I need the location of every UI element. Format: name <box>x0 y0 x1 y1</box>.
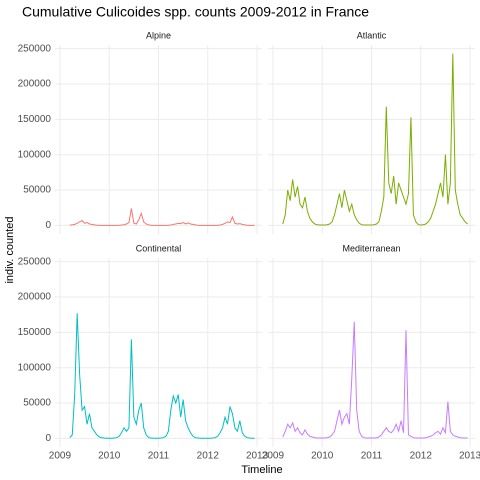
y-tick-label: 0 <box>45 433 51 444</box>
y-tick-label: 100000 <box>18 362 52 373</box>
series-line <box>69 313 255 439</box>
x-tick-label: 2013 <box>246 451 269 462</box>
y-tick-label: 150000 <box>18 114 52 125</box>
y-tick-label: 200000 <box>18 292 52 303</box>
y-tick-label: 250000 <box>18 43 52 54</box>
series-line <box>282 321 468 439</box>
x-tick-label: 2009 <box>262 451 285 462</box>
x-tick-label: 2009 <box>49 451 72 462</box>
x-tick-label: 2012 <box>410 451 433 462</box>
x-tick-label: 2011 <box>361 451 383 462</box>
y-tick-label: 50000 <box>23 398 51 409</box>
strip-label: Mediterranean <box>342 243 400 253</box>
series-line <box>69 208 255 226</box>
x-tick-label: 2010 <box>98 451 121 462</box>
y-tick-label: 150000 <box>18 327 52 338</box>
y-tick-label: 50000 <box>23 185 51 196</box>
x-tick-label: 2011 <box>148 451 170 462</box>
y-tick-label: 250000 <box>18 256 52 267</box>
x-axis-label: Timeline <box>241 464 282 476</box>
strip-label: Continental <box>136 243 182 253</box>
y-tick-label: 100000 <box>18 149 52 160</box>
x-tick-label: 2010 <box>311 451 334 462</box>
y-tick-label: 0 <box>45 220 51 231</box>
strip-label: Atlantic <box>357 30 387 40</box>
y-axis-label: indiv. counted <box>4 216 16 283</box>
x-tick-label: 2013 <box>459 451 480 462</box>
series-line <box>282 53 468 226</box>
strip-label: Alpine <box>146 30 171 40</box>
chart-title: Cumulative Culicoides spp. counts 2009-2… <box>22 4 369 20</box>
x-tick-label: 2012 <box>197 451 220 462</box>
y-tick-label: 200000 <box>18 79 52 90</box>
